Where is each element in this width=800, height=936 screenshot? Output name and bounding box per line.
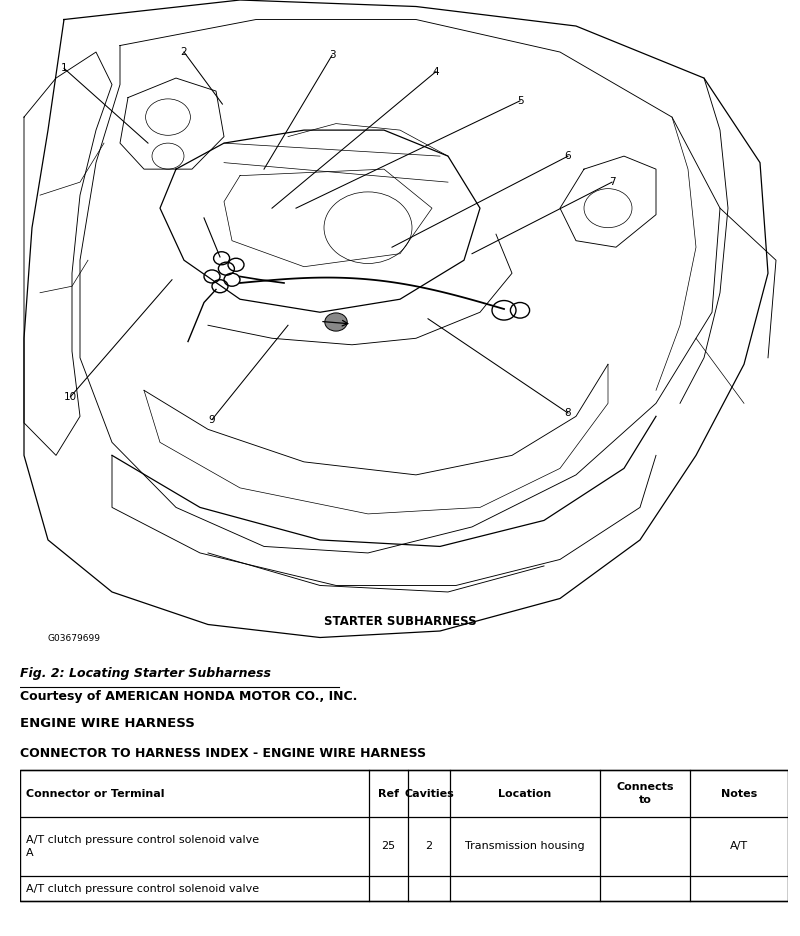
Text: Cavities: Cavities [404,788,454,798]
Text: 9: 9 [209,415,215,425]
Text: Fig. 2: Locating Starter Subharness: Fig. 2: Locating Starter Subharness [20,666,271,680]
Text: 5: 5 [517,95,523,106]
Text: Notes: Notes [721,788,758,798]
Text: Connector or Terminal: Connector or Terminal [26,788,165,798]
Text: STARTER SUBHARNESS: STARTER SUBHARNESS [324,615,476,628]
Text: 7: 7 [609,177,615,187]
Text: Courtesy of AMERICAN HONDA MOTOR CO., INC.: Courtesy of AMERICAN HONDA MOTOR CO., IN… [20,690,358,703]
Text: A/T clutch pressure control solenoid valve: A/T clutch pressure control solenoid val… [26,884,259,894]
Text: 2: 2 [426,841,433,852]
Text: 10: 10 [64,392,77,402]
Bar [20,769,788,901]
Circle shape [325,313,347,331]
Text: 4: 4 [433,66,439,77]
Text: 3: 3 [329,51,335,60]
Text: 2: 2 [181,47,187,57]
Text: Transmission housing: Transmission housing [465,841,585,852]
Text: 1: 1 [61,64,67,73]
Text: A/T: A/T [730,841,748,852]
Text: Location: Location [498,788,551,798]
Text: G03679699: G03679699 [48,635,101,643]
Text: Ref: Ref [378,788,399,798]
Text: 6: 6 [565,151,571,161]
Text: ENGINE WIRE HARNESS: ENGINE WIRE HARNESS [20,717,195,730]
Text: CONNECTOR TO HARNESS INDEX - ENGINE WIRE HARNESS: CONNECTOR TO HARNESS INDEX - ENGINE WIRE… [20,747,426,760]
Text: A/T clutch pressure control solenoid valve
A: A/T clutch pressure control solenoid val… [26,835,259,857]
Text: 25: 25 [382,841,396,852]
Text: 8: 8 [565,408,571,418]
Text: Connects
to: Connects to [617,782,674,805]
